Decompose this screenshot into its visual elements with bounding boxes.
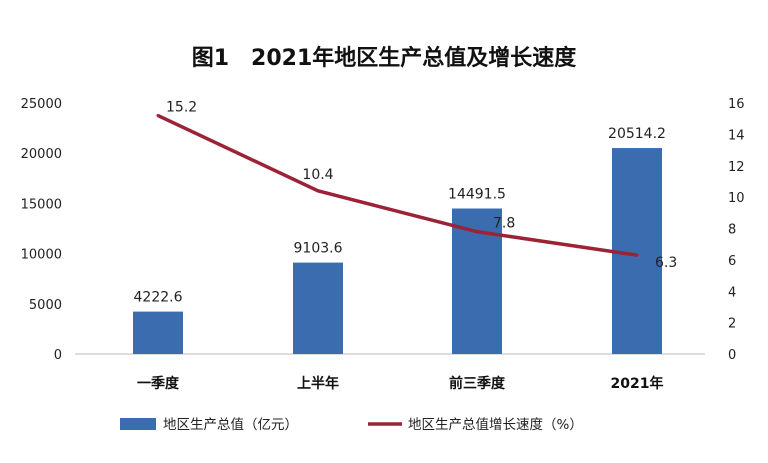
bar-data-label: 4222.6 — [134, 290, 183, 306]
category-label: 前三季度 — [449, 375, 506, 392]
line-point — [316, 189, 320, 193]
line-point — [475, 230, 479, 234]
line-data-label: 15.2 — [166, 100, 197, 116]
left-tick-label: 5000 — [29, 298, 62, 313]
line-point — [156, 114, 160, 118]
bar-data-label: 20514.2 — [608, 126, 666, 142]
right-tick-label: 0 — [728, 348, 736, 363]
line-point — [635, 253, 639, 257]
left-tick-label: 10000 — [21, 248, 62, 263]
left-tick-label: 25000 — [21, 97, 62, 112]
bar-data-label: 9103.6 — [294, 241, 343, 257]
right-tick-label: 14 — [728, 128, 745, 143]
left-tick-label: 15000 — [21, 197, 62, 212]
line-data-label: 10.4 — [302, 167, 333, 183]
right-tick-label: 2 — [728, 317, 736, 332]
right-tick-label: 12 — [728, 160, 745, 175]
growth-line — [157, 113, 638, 257]
left-tick-label: 20000 — [21, 147, 62, 162]
right-tick-label: 4 — [728, 285, 736, 300]
category-label: 一季度 — [137, 375, 180, 392]
right-tick-label: 6 — [728, 254, 736, 269]
bar — [293, 262, 343, 354]
category-label: 上半年 — [297, 375, 339, 392]
left-tick-label: 0 — [54, 348, 62, 363]
bar-data-label: 14491.5 — [448, 187, 506, 203]
bar — [133, 311, 183, 354]
right-tick-label: 8 — [728, 223, 736, 238]
legend-line-label: 地区生产总值增长速度（%） — [408, 417, 583, 433]
legend-bar-label: 地区生产总值（亿元） — [163, 417, 298, 433]
line-data-label: 6.3 — [655, 255, 677, 271]
line-data-label: 7.8 — [493, 216, 515, 232]
right-tick-label: 16 — [728, 97, 745, 112]
legend-bar-swatch — [120, 418, 156, 430]
chart-title: 图1 2021年地区生产总值及增长速度 — [191, 46, 577, 71]
right-tick-label: 10 — [728, 191, 745, 206]
category-label: 2021年 — [611, 375, 664, 392]
